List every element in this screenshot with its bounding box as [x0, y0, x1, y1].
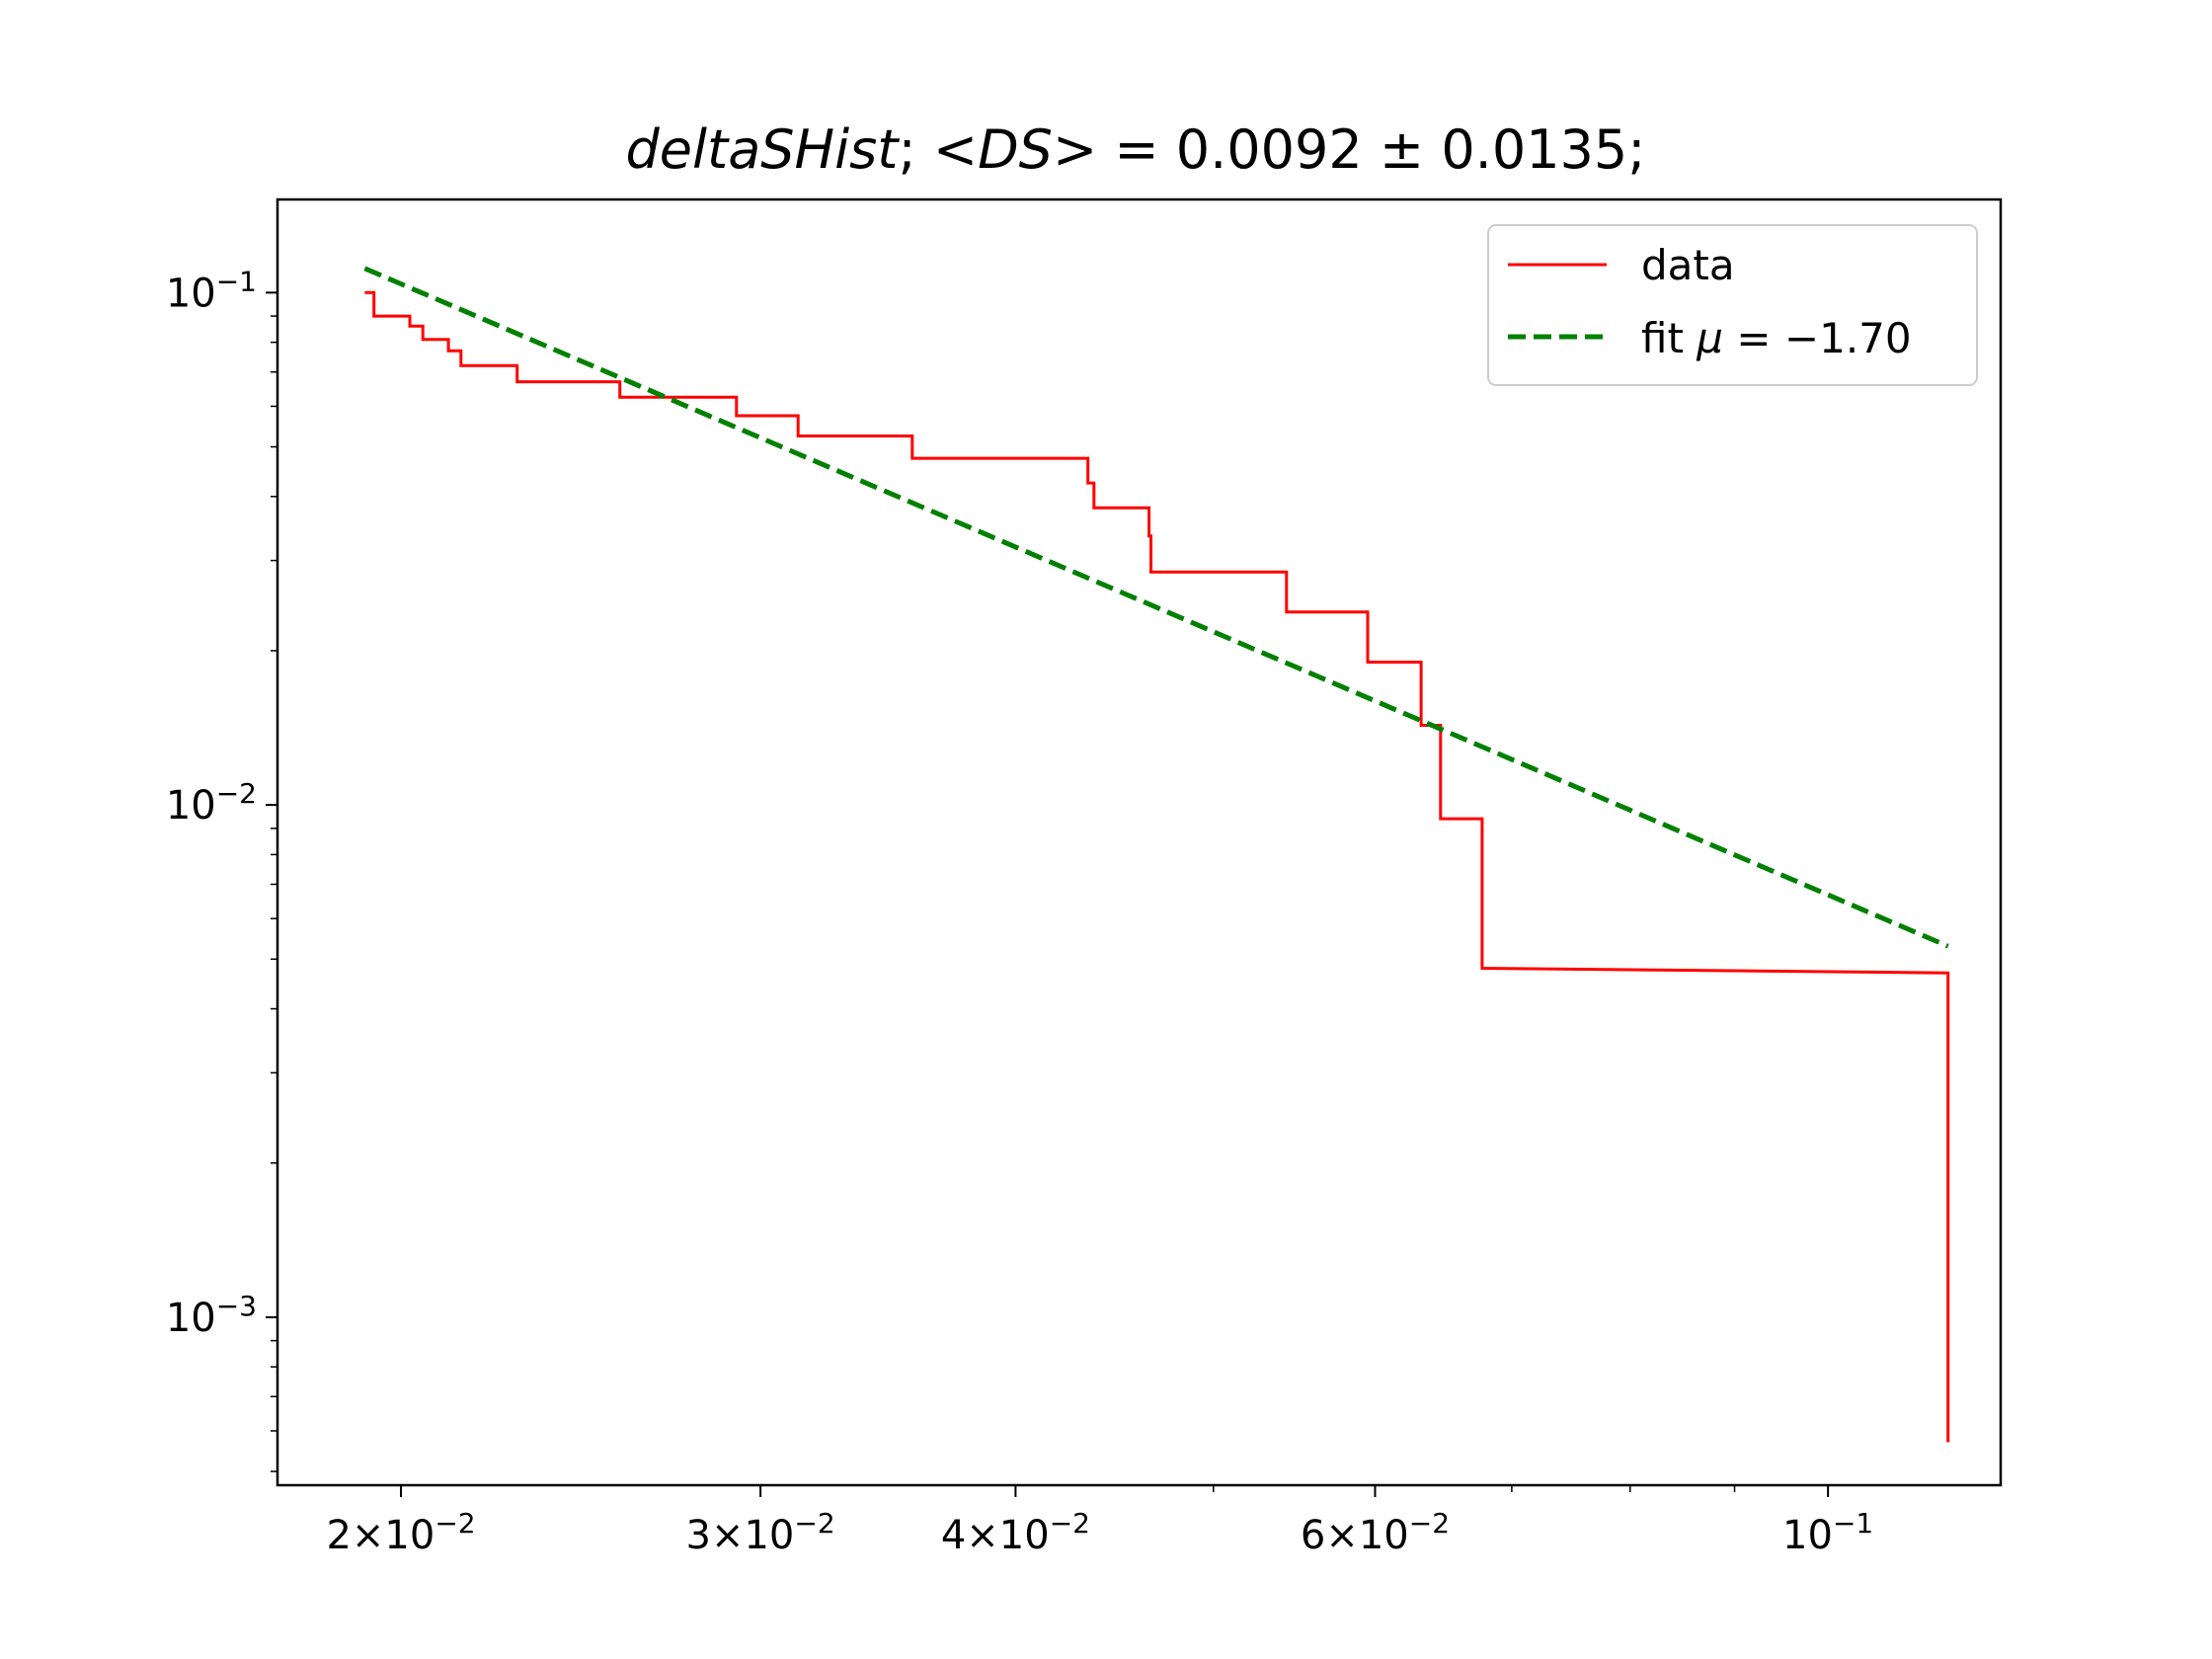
x-tick-label: 3×10−2: [686, 1507, 835, 1558]
series-line-fit: [363, 266, 1949, 949]
legend-label-data: data: [1641, 241, 1735, 289]
axes-frame: [276, 198, 2003, 1487]
x-axis: 2×10−2 3×10−2 4×10−2 6×10−2 10−1: [326, 1485, 1873, 1558]
y-tick-label: 10−2: [166, 777, 257, 829]
y-axis: 10−1 10−2 10−3: [166, 265, 277, 1472]
chart-title: deltaSHist; <DS> = 0.0092 ± 0.0135;: [626, 118, 1646, 181]
x-tick-label: 6×10−2: [1301, 1507, 1450, 1558]
x-tick-label: 2×10−2: [326, 1507, 475, 1558]
x-tick-label: 4×10−2: [941, 1507, 1090, 1558]
plot-area: 2×10−2 3×10−2 4×10−2 6×10−2 10−1 10−110−210−…: [166, 198, 2003, 1558]
y-tick-label: 10−3: [166, 1290, 257, 1341]
x-tick-label: 10−1: [1782, 1507, 1873, 1558]
legend: data fit μ = −1.70: [1487, 224, 1978, 386]
legend-label-fit: fit μ = −1.70: [1641, 314, 1912, 362]
series-layer: [363, 266, 1950, 1443]
series-line-data: [364, 290, 1950, 1443]
y-tick-label: 10−1: [166, 265, 257, 316]
legend-box: [1487, 224, 1978, 386]
